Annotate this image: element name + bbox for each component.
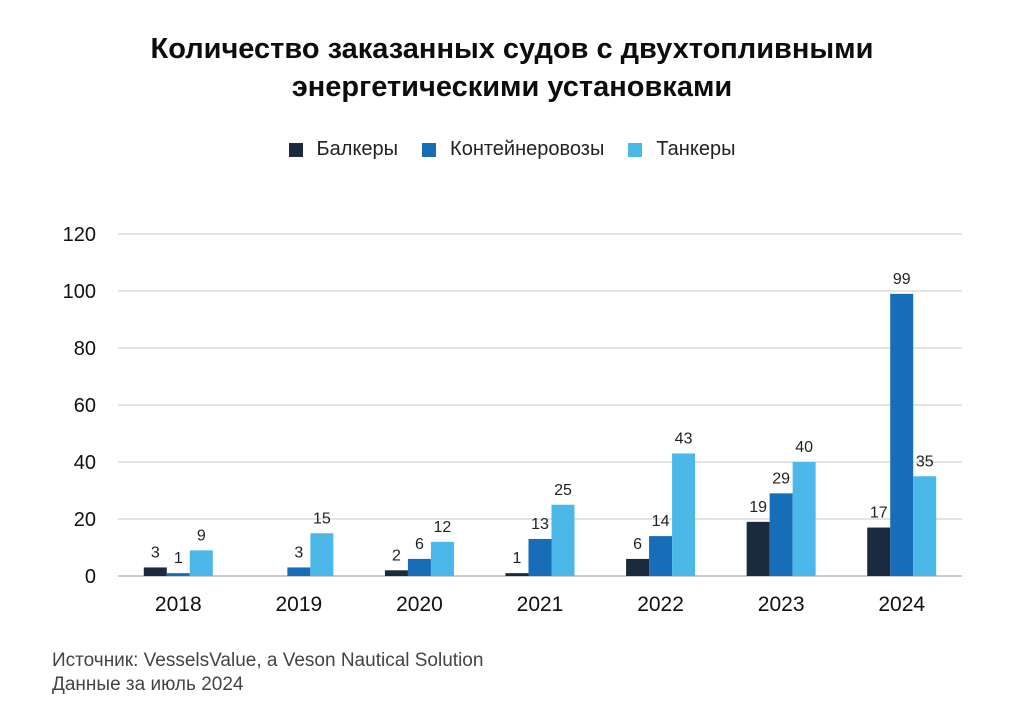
- data-label-2023-series-0: 19: [749, 499, 767, 516]
- legend-label-tankers: Танкеры: [656, 138, 736, 160]
- data-label-2021-series-1: 13: [531, 516, 549, 533]
- bar-2019-series-2: [310, 533, 334, 576]
- date-note: Данные за июль 2024: [52, 674, 244, 695]
- data-label-2018-series-0: 3: [151, 544, 160, 561]
- data-label-2024-series-2: 35: [916, 453, 934, 470]
- y-tick-label-80: 80: [74, 338, 96, 360]
- y-tick-label-100: 100: [63, 281, 96, 303]
- data-label-2023-series-1: 29: [772, 470, 790, 487]
- y-tick-label-120: 120: [63, 224, 96, 246]
- chart-title: Количество заказанных судов с двухтоплив…: [0, 30, 1024, 106]
- legend-label-container-ships: Контейнеровозы: [450, 138, 605, 160]
- bar-2021-series-1: [528, 538, 552, 576]
- bar-2023-series-0: [746, 521, 770, 576]
- data-label-2021-series-2: 25: [554, 482, 572, 499]
- x-tick-label-2019: 2019: [275, 593, 322, 616]
- bar-2022-series-2: [672, 453, 696, 576]
- bar-2021-series-2: [551, 504, 575, 576]
- data-label-2020-series-1: 6: [415, 536, 424, 553]
- bar-2019-series-1: [287, 567, 311, 576]
- legend-swatch-bulkers: [288, 142, 303, 157]
- bar-2024-series-2: [913, 476, 937, 576]
- y-tick-label-20: 20: [74, 509, 96, 531]
- data-label-2019-series-1: 3: [294, 544, 303, 561]
- data-label-2022-series-2: 43: [675, 430, 693, 447]
- x-tick-label-2018: 2018: [155, 593, 202, 616]
- data-label-2023-series-2: 40: [795, 439, 813, 456]
- legend-item-container-ships: Контейнеровозы: [422, 138, 604, 161]
- data-label-2024-series-1: 99: [893, 271, 911, 288]
- chart-legend: Балкеры Контейнеровозы Танкеры: [0, 138, 1024, 161]
- x-tick-label-2022: 2022: [637, 593, 684, 616]
- legend-label-bulkers: Балкеры: [316, 138, 399, 160]
- y-tick-label-40: 40: [74, 452, 96, 474]
- bar-2018-series-2: [189, 550, 213, 576]
- bar-2018-series-0: [143, 567, 167, 576]
- bar-2022-series-0: [626, 558, 650, 576]
- bar-2023-series-2: [792, 462, 816, 576]
- y-tick-label-0: 0: [85, 566, 96, 588]
- bar-2020-series-1: [407, 558, 431, 576]
- chart-title-line-2: энергетическими установками: [291, 71, 733, 103]
- source-note: Источник: VesselsValue, a Veson Nautical…: [52, 650, 484, 671]
- legend-item-bulkers: Балкеры: [288, 138, 399, 161]
- data-label-2024-series-0: 17: [870, 505, 888, 522]
- data-label-2020-series-2: 12: [434, 519, 452, 536]
- legend-swatch-container-ships: [422, 142, 437, 157]
- bar-2024-series-0: [867, 527, 891, 576]
- x-tick-label-2024: 2024: [878, 593, 925, 616]
- data-label-2018-series-1: 1: [174, 550, 183, 567]
- bar-2021-series-0: [505, 573, 529, 576]
- x-tick-label-2021: 2021: [517, 593, 564, 616]
- bar-2022-series-1: [649, 536, 673, 576]
- y-tick-label-60: 60: [74, 395, 96, 417]
- data-label-2018-series-2: 9: [197, 527, 206, 544]
- data-label-2021-series-0: 1: [513, 550, 522, 567]
- bar-2024-series-1: [890, 293, 914, 576]
- legend-item-tankers: Танкеры: [628, 138, 735, 161]
- bar-2018-series-1: [166, 573, 190, 576]
- legend-swatch-tankers: [628, 142, 643, 157]
- data-label-2020-series-0: 2: [392, 547, 401, 564]
- x-tick-label-2023: 2023: [758, 593, 805, 616]
- chart-title-line-1: Количество заказанных судов с двухтоплив…: [150, 33, 874, 65]
- data-label-2022-series-0: 6: [633, 536, 642, 553]
- bar-2020-series-0: [384, 570, 408, 576]
- x-tick-label-2020: 2020: [396, 593, 443, 616]
- data-label-2022-series-1: 14: [652, 513, 670, 530]
- bar-2023-series-1: [769, 493, 793, 576]
- chart-footer: Источник: VesselsValue, a Veson Nautical…: [52, 649, 483, 697]
- bar-2020-series-2: [430, 541, 454, 576]
- data-label-2019-series-2: 15: [313, 510, 331, 527]
